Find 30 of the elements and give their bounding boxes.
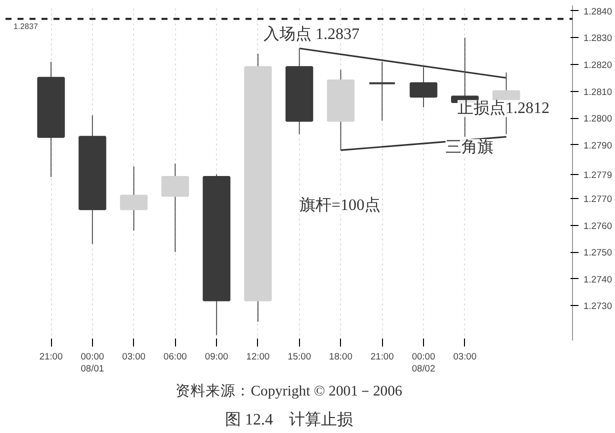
annotation: 入场点 1.2837 [264, 25, 360, 43]
y-tick-label: 1.2779 [584, 170, 612, 180]
x-tick-label: 21:00 [370, 352, 394, 362]
x-tick-label: 06:00 [164, 352, 187, 362]
x-tick-label: 03:00 [122, 352, 146, 362]
y-tick-label: 1.2810 [584, 86, 612, 97]
x-tick-label: 00:00 08/02 [412, 352, 436, 374]
text: 图 12.4 计算止损 [225, 410, 353, 428]
x-tick-label: 00:00 08/01 [80, 352, 104, 374]
y-tick-label: 1.2740 [584, 274, 612, 284]
annotation: 旗杆=100点 [300, 196, 381, 214]
y-tick-label: 1.2770 [584, 194, 612, 204]
x-tick-label: 15:00 [288, 352, 312, 362]
y-tick-label: 1.2840 [584, 6, 612, 16]
annotation: 止损点1.2812 [458, 99, 550, 117]
text: 资料来源：Copyright © 2001－2006 [176, 382, 402, 400]
x-tick-label: 12:00 [246, 352, 270, 362]
ref-line-label: 1.2837 [14, 22, 39, 31]
x-tick-label: 09:00 [204, 352, 228, 362]
y-tick-label: 1.2820 [584, 60, 612, 70]
y-tick-label: 1.2830 [584, 33, 612, 44]
y-tick-label: 1.2750 [584, 248, 612, 258]
y-tick-label: 1.2790 [584, 140, 612, 150]
x-tick-label: 18:00 [329, 352, 352, 362]
y-tick-label: 1.2800 [584, 114, 612, 124]
annotation: 三角旗 [446, 138, 494, 156]
y-tick-label: 1.2730 [584, 301, 612, 312]
x-tick-label: 03:00 [453, 352, 477, 362]
x-tick-label: 21:00 [39, 352, 63, 362]
y-tick-label: 1.2760 [584, 220, 612, 231]
